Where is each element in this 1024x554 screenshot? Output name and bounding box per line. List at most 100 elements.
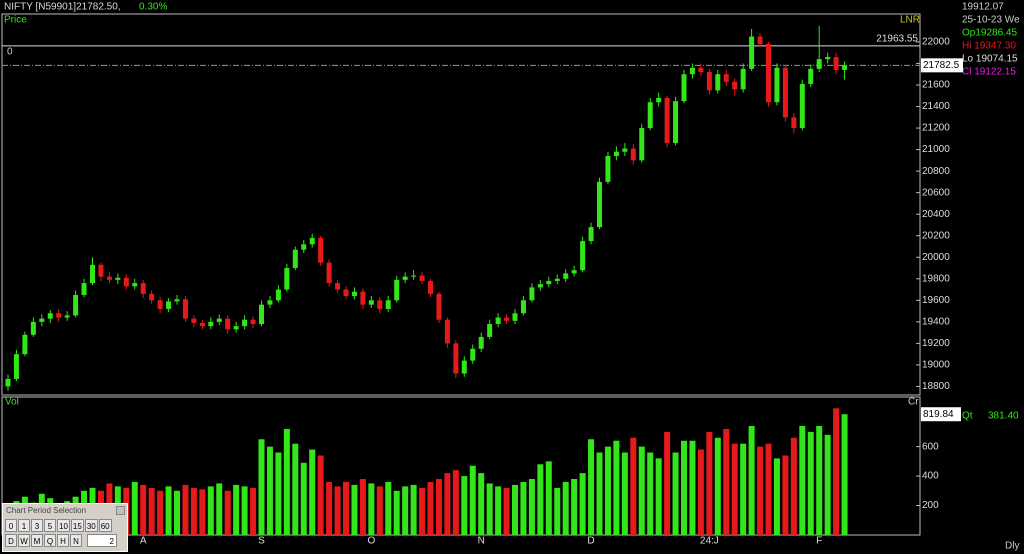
candle-body	[326, 262, 332, 284]
volume-bar	[579, 473, 586, 535]
volume-bar	[773, 458, 780, 535]
y-tick-label: 19000	[922, 360, 950, 371]
period-button[interactable]: H	[57, 534, 69, 547]
period-button[interactable]: 30	[84, 519, 98, 532]
candle-body	[30, 321, 36, 335]
candle-body	[613, 151, 619, 157]
volume-bar	[140, 484, 147, 535]
period-button[interactable]: 5	[44, 519, 56, 532]
cursor-date: 25-10-23 We	[962, 15, 1020, 26]
y-tick-label: 19800	[922, 273, 950, 284]
volume-bar	[359, 479, 366, 535]
volume-bar	[638, 446, 645, 535]
period-button[interactable]: 0	[5, 519, 17, 532]
candle-body	[106, 276, 112, 280]
candle-body	[597, 181, 602, 228]
y-tick-label: 19600	[922, 295, 950, 306]
volume-bar	[647, 452, 654, 535]
volume-bar	[689, 440, 696, 535]
y-tick-label: 20000	[922, 252, 950, 263]
candle-body	[444, 319, 450, 344]
candle-body	[428, 280, 433, 294]
volume-bar	[503, 487, 510, 535]
period-button[interactable]: 10	[57, 519, 70, 532]
volume-bar	[520, 481, 527, 535]
candle-body	[546, 280, 552, 285]
close-button[interactable]	[116, 506, 125, 515]
volume-bar	[385, 481, 392, 535]
candle-body	[825, 56, 831, 60]
symbol: NIFTY [N59901]21782.50,	[4, 2, 121, 13]
volume-bar	[461, 476, 468, 535]
volume-bar	[427, 481, 434, 535]
volume-bar	[731, 443, 738, 535]
volume-bar	[283, 428, 290, 535]
candle-body	[520, 300, 526, 314]
volume-bar	[250, 487, 257, 535]
candle-body	[351, 291, 357, 297]
candle-body	[588, 227, 594, 242]
candle-body	[698, 67, 704, 73]
selector-title: Chart Period Selection	[6, 506, 87, 515]
candle-body	[343, 289, 349, 297]
period-button[interactable]: Q	[44, 534, 56, 547]
candle-body	[706, 72, 712, 91]
candle-body	[149, 293, 155, 301]
candle-body	[157, 300, 163, 309]
candle-body	[335, 283, 341, 290]
candle-body	[385, 300, 391, 309]
period-button[interactable]: N	[70, 534, 82, 547]
candle-body	[233, 326, 239, 330]
candle-body	[275, 289, 281, 301]
candle-body	[537, 284, 543, 288]
volume-bar	[748, 425, 755, 535]
candle-body	[774, 67, 780, 103]
volume-bar	[782, 455, 789, 535]
last-volume-label: 819.84	[923, 409, 954, 420]
candle-body	[115, 277, 121, 280]
candle-body	[766, 44, 771, 103]
x-tick-label: 24:J	[700, 536, 719, 547]
candle-body	[216, 318, 222, 322]
volume-bar	[537, 464, 544, 535]
volume-bar	[435, 479, 442, 535]
period-button[interactable]: M	[31, 534, 43, 547]
volume-bar	[799, 425, 806, 535]
period-input[interactable]: 2	[87, 534, 117, 547]
volume-bar	[300, 462, 307, 535]
candle-body	[284, 268, 290, 290]
volume-bar	[334, 486, 341, 535]
candle-body	[580, 241, 586, 271]
candle-body	[259, 304, 264, 325]
y-tick-label: 22000	[922, 37, 950, 48]
y-tick-label: 21600	[922, 80, 950, 91]
frequency: Dly	[1005, 541, 1019, 552]
y-tick-label: 18800	[922, 381, 950, 392]
candle-body	[419, 275, 425, 281]
volume-bar	[672, 452, 679, 535]
candle-body	[81, 283, 87, 295]
candle-body	[842, 65, 848, 70]
volume-bar	[174, 490, 180, 535]
period-button[interactable]: 3	[31, 519, 43, 532]
period-button[interactable]: 60	[98, 519, 112, 532]
price-frame	[1, 13, 921, 396]
volume-bar	[824, 434, 831, 535]
candle-body	[808, 68, 814, 84]
volume-bar	[157, 490, 164, 535]
period-button[interactable]: 15	[70, 519, 84, 532]
volume-bar	[562, 481, 569, 535]
period-button[interactable]: D	[5, 534, 17, 547]
candle-body	[73, 294, 79, 316]
volume-bar	[714, 437, 721, 535]
candle-body	[22, 334, 28, 355]
x-tick-label: O	[367, 536, 375, 547]
volume-bar	[478, 473, 485, 535]
volume-bar	[258, 439, 265, 535]
candle-body	[453, 343, 459, 374]
candle-body	[174, 299, 180, 302]
period-button[interactable]: W	[18, 534, 30, 547]
period-button[interactable]: 1	[18, 519, 30, 532]
candle-body	[723, 74, 729, 82]
